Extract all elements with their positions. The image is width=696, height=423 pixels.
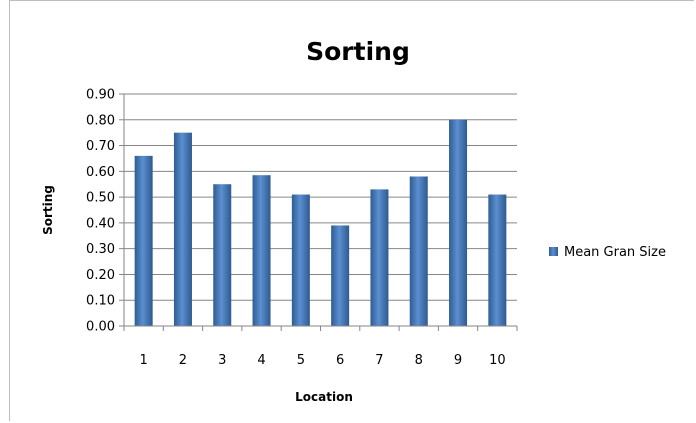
y-tick-label: 0.70 [86, 139, 115, 154]
chart-frame [9, 0, 694, 421]
y-tick-label: 0.00 [86, 320, 115, 335]
bar-location-4 [252, 175, 271, 326]
y-tick-label: 0.60 [86, 165, 115, 180]
x-tick-label: 1 [140, 353, 148, 368]
bars [134, 119, 507, 327]
bar-location-1 [134, 155, 153, 326]
x-tick-labels: 1 2 3 4 5 6 7 8 9 10 [123, 326, 518, 368]
x-tick-label: 5 [297, 353, 305, 368]
y-tick-labels: 0.00 0.10 0.20 0.30 0.40 0.50 0.60 0.70 0.80 0.90 [86, 88, 115, 335]
bar-location-7 [370, 189, 389, 326]
bar-location-10 [488, 194, 507, 326]
x-axis-label: Location [295, 390, 353, 404]
y-axis-label: Sorting [41, 185, 55, 235]
legend-label: Mean Gran Size [564, 245, 666, 260]
y-tick-label: 0.80 [86, 113, 115, 128]
legend: Mean Gran Size [549, 245, 666, 260]
y-tick-label: 0.90 [86, 88, 115, 103]
bar-location-5 [291, 194, 310, 326]
chart-title: Sorting [306, 37, 410, 66]
x-tick-label: 7 [375, 353, 383, 368]
x-tick-label: 3 [218, 353, 226, 368]
y-tick-label: 0.50 [86, 191, 115, 206]
x-tick-label: 6 [336, 353, 344, 368]
y-tick-label: 0.10 [86, 294, 115, 309]
bar-location-6 [331, 225, 350, 326]
x-tick-label: 9 [454, 353, 462, 368]
legend-swatch [549, 247, 558, 256]
bar-location-8 [409, 176, 428, 326]
y-tick-label: 0.40 [86, 216, 115, 231]
bar-location-9 [449, 119, 468, 327]
bar-location-3 [213, 184, 232, 326]
x-tick-label: 8 [415, 353, 423, 368]
y-tick-label: 0.30 [86, 242, 115, 257]
x-tick-label: 10 [489, 353, 506, 368]
y-tick-label: 0.20 [86, 268, 115, 283]
x-tick-label: 4 [257, 353, 265, 368]
bar-location-2 [173, 132, 192, 326]
x-tick-label: 2 [179, 353, 187, 368]
